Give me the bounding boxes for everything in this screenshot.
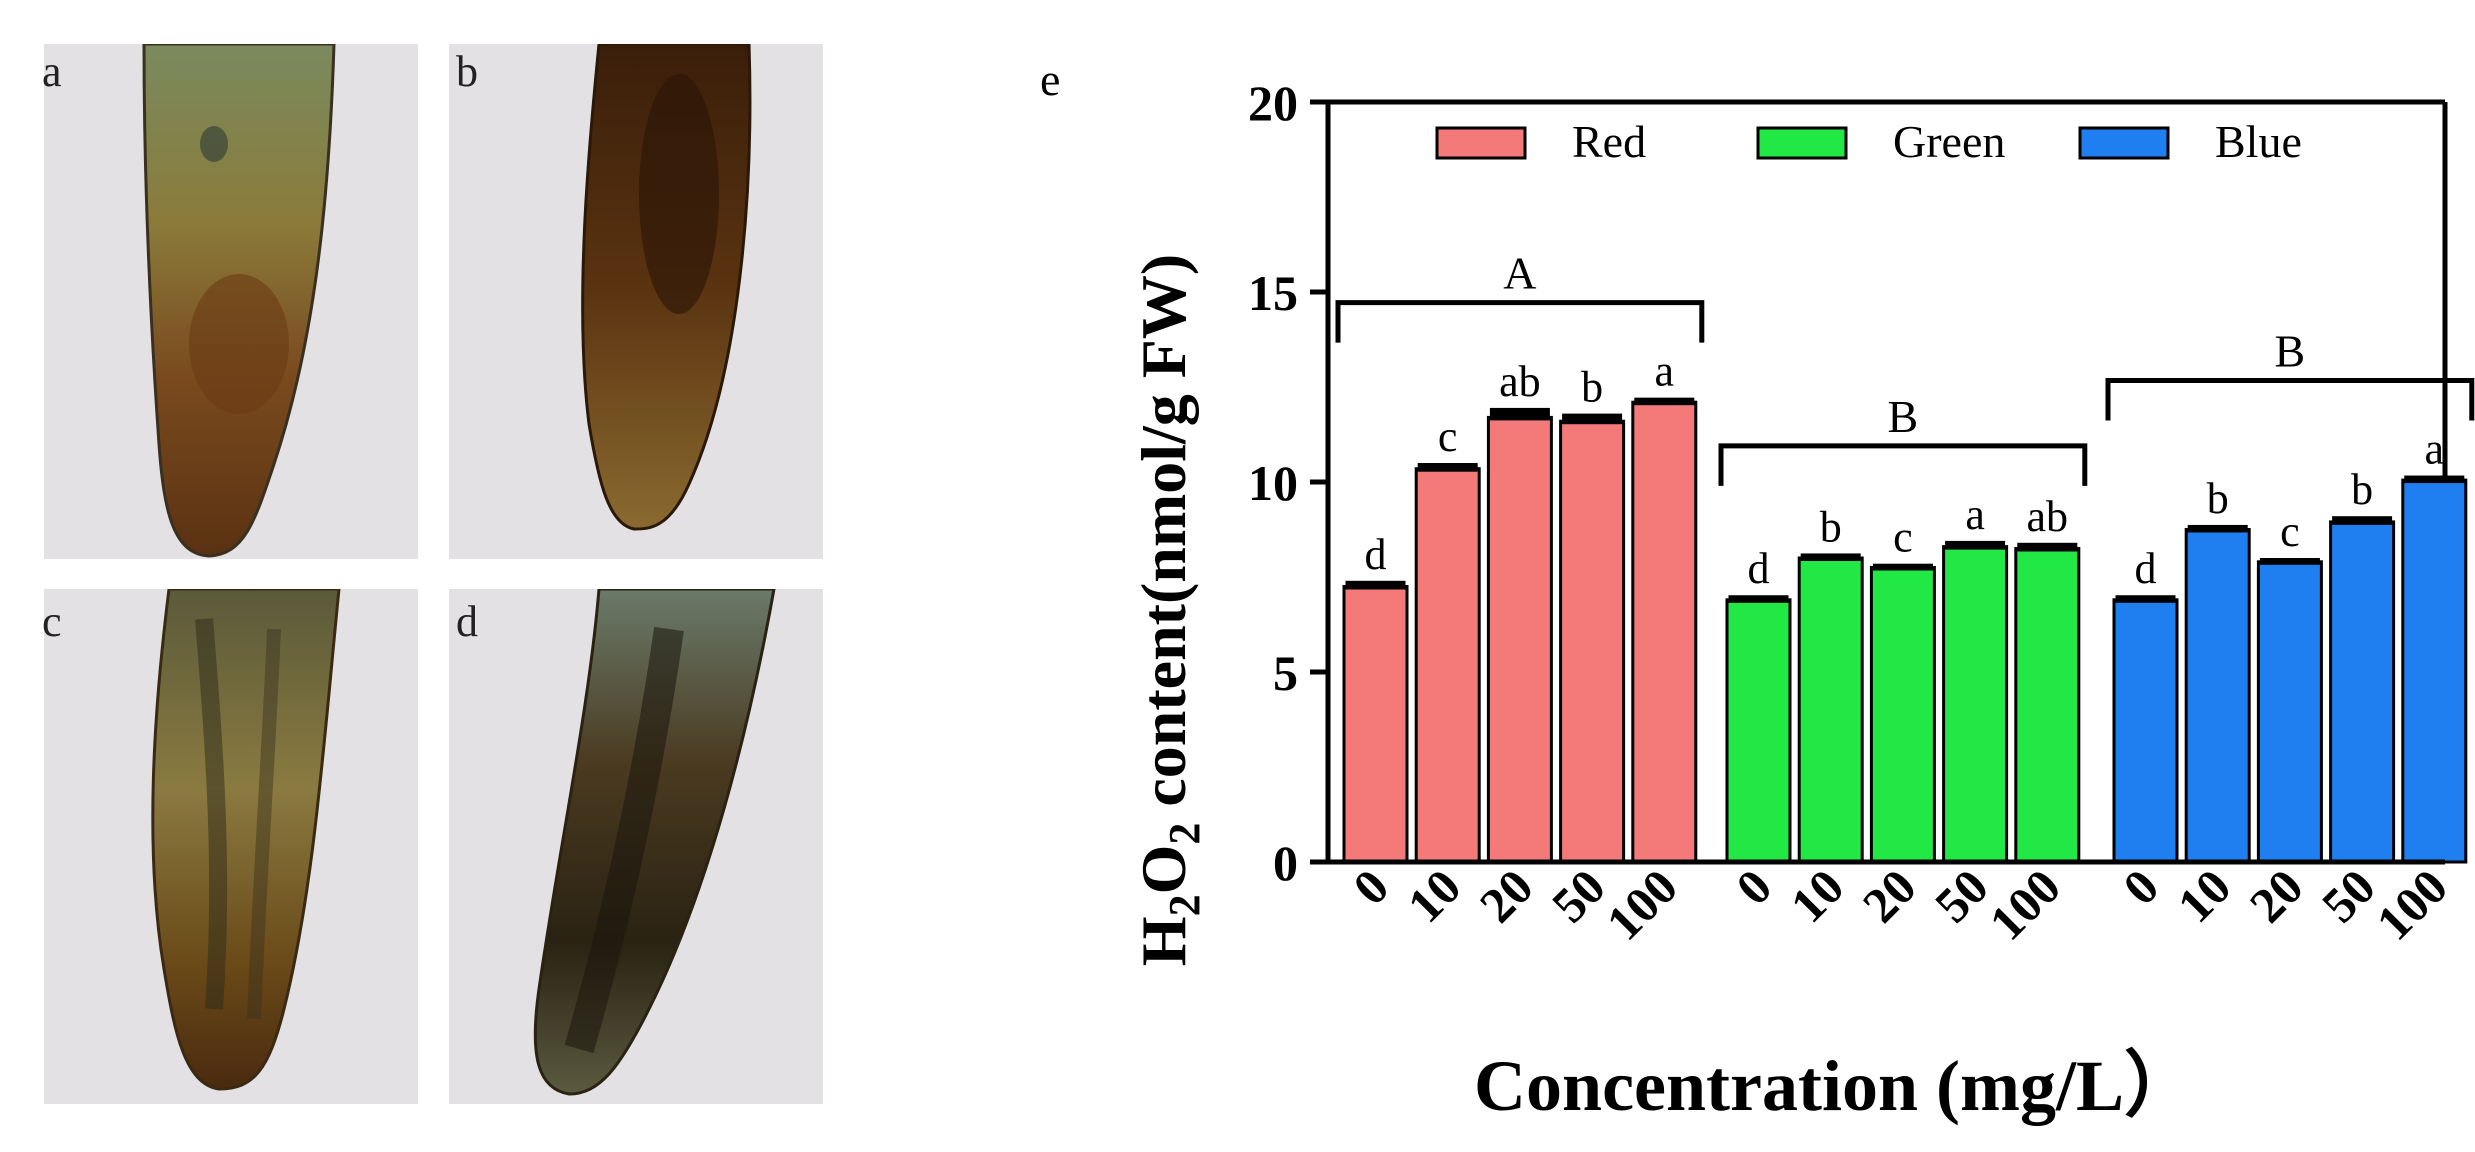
- legend-label-green: Green: [1893, 116, 2005, 167]
- legend-swatch-red: [1435, 126, 1527, 160]
- significance-letter: b: [2351, 465, 2373, 514]
- error-bar: [1634, 397, 1695, 406]
- group-letter: B: [2275, 326, 2306, 377]
- ylabel-h: H: [1128, 916, 1199, 966]
- bar-green: [1725, 598, 1792, 864]
- error-bar: [1417, 463, 1478, 472]
- bar-red: [1559, 419, 1626, 864]
- panel-label-a: a: [42, 47, 62, 96]
- x-tick-label: 20: [2239, 858, 2314, 933]
- bar-red: [1342, 585, 1409, 864]
- svg-text:H2O2 content(nmol/g FW): H2O2 content(nmol/g FW): [1128, 254, 1209, 966]
- group-bracket: [1335, 300, 1705, 343]
- y-tick-label: 5: [1273, 645, 1298, 701]
- significance-letter: d: [2135, 544, 2157, 593]
- panel-label-d: d: [456, 597, 478, 646]
- bar-blue: [2112, 598, 2179, 864]
- bar-blue: [2256, 560, 2323, 864]
- x-tick-label: 20: [1469, 858, 1544, 933]
- ylabel-o: O: [1128, 845, 1199, 895]
- error-bar: [2332, 516, 2393, 525]
- group-letter: B: [1888, 391, 1919, 442]
- x-tick-label: 100: [1595, 858, 1688, 951]
- x-tick-label: 10: [2167, 858, 2242, 933]
- error-bar: [2404, 475, 2465, 484]
- group-bracket: [2105, 378, 2475, 421]
- legend-label-blue: Blue: [2215, 116, 2302, 167]
- ylabel-rest: content(nmol/g FW): [1128, 254, 1199, 823]
- x-tick-label: 0: [2112, 858, 2169, 915]
- x-tick-label: 100: [2365, 858, 2458, 951]
- panel-label-e: e: [1040, 54, 1060, 105]
- bar-red: [1486, 415, 1553, 864]
- legend-swatch-green: [1756, 126, 1848, 160]
- x-tick-label: 50: [1541, 858, 1616, 933]
- error-bar: [2115, 595, 2176, 603]
- bar-blue: [2184, 528, 2251, 864]
- panel-label-c: c: [42, 597, 62, 646]
- ylabel-sub1: 2: [1160, 894, 1209, 916]
- error-bar: [2017, 542, 2078, 552]
- legend-swatch-blue: [2078, 126, 2170, 160]
- error-bar: [1728, 595, 1789, 603]
- significance-letter: d: [1365, 530, 1387, 579]
- error-bar: [2259, 558, 2320, 565]
- x-tick-label: 0: [1725, 858, 1782, 915]
- y-tick-label: 15: [1248, 265, 1298, 321]
- error-bar: [1345, 580, 1406, 590]
- significance-letter: a: [1655, 347, 1675, 396]
- significance-letter: ab: [1499, 357, 1541, 406]
- x-axis-label: Concentration (mg/L）: [1474, 1046, 2196, 1126]
- legend: Red Green Blue: [1435, 116, 2302, 167]
- bar-red: [1631, 400, 1698, 864]
- bar-blue: [2329, 520, 2396, 864]
- significance-letter: c: [2280, 507, 2300, 556]
- ylabel-sub2: 2: [1160, 823, 1209, 845]
- error-bar: [1800, 553, 1861, 561]
- y-tick-label: 20: [1248, 75, 1298, 131]
- micrograph-c: [44, 589, 418, 1104]
- error-bar: [1872, 563, 1933, 571]
- legend-label-red: Red: [1572, 116, 1646, 167]
- y-axis-label: H2O2 content(nmol/g FW): [1128, 254, 1209, 966]
- error-bar: [1562, 413, 1623, 425]
- group-letter: A: [1503, 248, 1536, 299]
- error-bar: [2187, 524, 2248, 533]
- group-bracket: [1718, 443, 2088, 486]
- bar-red: [1414, 467, 1481, 864]
- significance-letter: b: [1820, 502, 1842, 551]
- significance-letter: c: [1438, 412, 1458, 461]
- significance-letter: ab: [2027, 492, 2069, 541]
- significance-letter: d: [1748, 544, 1770, 593]
- micrograph-a: [44, 44, 418, 559]
- micrograph-b: [449, 44, 823, 559]
- significance-letter: a: [2425, 425, 2445, 474]
- bar-green: [1869, 566, 1936, 864]
- significance-letter: b: [1581, 363, 1603, 412]
- bar-green: [1942, 545, 2009, 864]
- y-axis: 0 5 10 15 20: [1248, 75, 1331, 891]
- panel-label-b: b: [456, 47, 478, 96]
- significance-letter: a: [1965, 490, 1985, 539]
- bar-green: [1797, 556, 1864, 864]
- x-tick-label: 10: [1780, 858, 1855, 933]
- x-tick-label: 50: [2311, 858, 2386, 933]
- x-tick-label: 10: [1397, 858, 1472, 933]
- x-tick-label: 20: [1852, 858, 1927, 933]
- x-tick-label: 100: [1978, 858, 2071, 951]
- y-tick-label: 10: [1248, 455, 1298, 511]
- error-bar: [1489, 407, 1550, 421]
- bar-blue: [2401, 478, 2468, 864]
- bar-green: [2014, 547, 2081, 864]
- y-tick-label: 0: [1273, 835, 1298, 891]
- x-tick-label: 0: [1342, 858, 1399, 915]
- significance-letter: c: [1893, 513, 1913, 562]
- significance-letter: b: [2207, 474, 2229, 523]
- error-bar: [1945, 540, 2006, 550]
- x-tick-label: 50: [1924, 858, 1999, 933]
- micrograph-d: [449, 589, 823, 1104]
